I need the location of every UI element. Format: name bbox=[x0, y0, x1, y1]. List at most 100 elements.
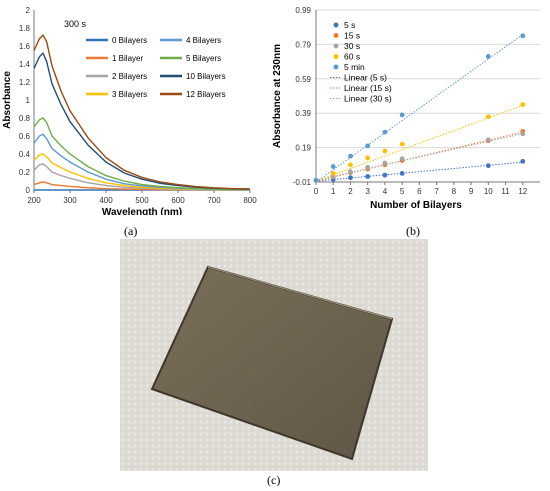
x-tick-label: 8 bbox=[452, 187, 457, 196]
y-tick-label: 0.79 bbox=[295, 40, 311, 49]
y-tick-label: 2 bbox=[26, 6, 31, 15]
data-point bbox=[520, 33, 526, 39]
caption-b: (b) bbox=[406, 224, 420, 238]
y-tick-label: 1.4 bbox=[19, 60, 31, 69]
y-tick-label: -0.01 bbox=[293, 178, 312, 187]
legend-label: 5 min bbox=[344, 62, 365, 72]
x-tick-label: 7 bbox=[434, 187, 439, 196]
data-point bbox=[399, 156, 405, 162]
legend-label: 12 Bilayers bbox=[186, 90, 226, 99]
annotation-300s: 300 s bbox=[64, 19, 87, 29]
data-point bbox=[313, 177, 319, 183]
x-axis-label: Number of Bilayers bbox=[370, 200, 462, 211]
legend-label: 10 Bilayers bbox=[186, 72, 226, 81]
x-axis-label: Wavelength (nm) bbox=[102, 207, 182, 215]
data-point bbox=[399, 141, 405, 147]
bilayer-absorbance-chart: -0.01 0.19 0.39 0.59 0.79 0.99 0 1 2 3 4 5 6 7 8 9 10 11 1… bbox=[268, 0, 550, 215]
data-point bbox=[330, 171, 336, 176]
caption-a: (a) bbox=[124, 224, 138, 238]
trendline bbox=[315, 133, 523, 181]
legend-label: 4 Bilayers bbox=[186, 36, 221, 45]
data-point bbox=[348, 175, 353, 181]
legend-label: 1 Bilayer bbox=[112, 54, 143, 63]
x-tick-label: 600 bbox=[171, 196, 185, 205]
data-point bbox=[399, 112, 405, 118]
x-tick-label: 700 bbox=[207, 196, 221, 205]
legend-label: 30 s bbox=[344, 41, 360, 51]
legend-label: Linear (5 s) bbox=[344, 73, 387, 83]
data-point bbox=[485, 163, 491, 169]
legend-label: 3 Bilayers bbox=[112, 90, 147, 99]
x-tick-label: 10 bbox=[484, 187, 493, 196]
y-tick-label: 1 bbox=[26, 96, 31, 105]
x-tick-label: 12 bbox=[518, 187, 527, 196]
x-tick-label: 2 bbox=[348, 187, 353, 196]
x-tick-label: 1 bbox=[331, 187, 336, 196]
x-tick-label: 500 bbox=[135, 196, 149, 205]
y-tick-label: 0.59 bbox=[295, 75, 311, 84]
data-point bbox=[348, 162, 353, 168]
y-tick-label: 0.6 bbox=[19, 132, 31, 141]
data-point bbox=[485, 54, 491, 59]
legend-label: 5 Bilayers bbox=[186, 54, 221, 63]
data-point bbox=[520, 131, 526, 137]
legend-label: Linear (30 s) bbox=[344, 94, 392, 104]
data-point bbox=[348, 153, 353, 159]
legend-label: 15 s bbox=[344, 31, 360, 41]
data-point bbox=[485, 114, 491, 120]
series-line bbox=[33, 34, 251, 190]
legend-label: 5 s bbox=[344, 20, 355, 30]
y-axis-label: Absorbance at 230nm bbox=[272, 44, 283, 148]
x-tick-label: 0 bbox=[314, 187, 319, 196]
data-point bbox=[348, 169, 353, 175]
x-tick-label: 6 bbox=[417, 187, 422, 196]
legend-marker bbox=[333, 64, 339, 70]
legend-marker bbox=[333, 54, 339, 59]
legend-label: 0 Bilayers bbox=[112, 36, 147, 45]
data-point bbox=[382, 172, 388, 178]
y-tick-label: 0.19 bbox=[295, 144, 311, 153]
data-point bbox=[365, 164, 371, 170]
x-tick-label: 800 bbox=[243, 196, 257, 205]
legend-label: 60 s bbox=[344, 52, 360, 62]
trendline bbox=[315, 161, 523, 182]
y-tick-label: 1.6 bbox=[19, 42, 31, 51]
series-line bbox=[33, 133, 251, 191]
data-point bbox=[365, 174, 371, 179]
y-tick-label: 0 bbox=[26, 186, 31, 195]
y-axis-label: Absorbance bbox=[2, 71, 13, 129]
legend-label: 2 Bilayers bbox=[112, 72, 147, 81]
x-tick-label: 11 bbox=[501, 187, 510, 196]
y-tick-label: 1.8 bbox=[19, 24, 31, 33]
x-tick-label: 200 bbox=[27, 196, 41, 205]
bilayer-svg: -0.010.190.390.590.790.990 1 2 3 4 5 6 7 8 9 10 11 1… bbox=[272, 6, 540, 211]
x-tick-label: 5 bbox=[400, 187, 405, 196]
x-tick-label: 3 bbox=[365, 187, 370, 196]
trendline bbox=[315, 104, 523, 182]
slide-edge-highlight bbox=[207, 266, 393, 320]
legend-marker bbox=[333, 33, 339, 38]
x-tick-label: 9 bbox=[469, 187, 474, 196]
data-point bbox=[382, 148, 388, 154]
y-tick-label: 0.39 bbox=[295, 109, 311, 118]
sample-photo bbox=[120, 239, 428, 471]
x-tick-label: 300 bbox=[63, 196, 77, 205]
data-point bbox=[365, 155, 371, 161]
data-point bbox=[365, 143, 371, 149]
data-point bbox=[330, 174, 336, 180]
data-point bbox=[382, 160, 388, 166]
legend-marker bbox=[333, 22, 339, 28]
y-tick-label: 1.2 bbox=[19, 78, 31, 87]
series-line bbox=[33, 117, 251, 191]
spectra-svg: 0 0.2 0.4 0.6 0.8 1 1.2 1.4 1.6 1.8 2 200 300 400 500 6… bbox=[2, 6, 257, 218]
y-tick-label: 0.8 bbox=[19, 114, 31, 123]
y-tick-label: 0.2 bbox=[19, 168, 31, 177]
data-point bbox=[399, 171, 405, 176]
caption-c: (c) bbox=[267, 473, 281, 487]
sample-photo-svg bbox=[120, 239, 428, 471]
data-point bbox=[485, 137, 491, 143]
legend-label: Linear (15 s) bbox=[344, 83, 392, 93]
legend-marker bbox=[333, 43, 339, 49]
absorbance-spectra-chart: 0 0.2 0.4 0.6 0.8 1 1.2 1.4 1.6 1.8 2 200 300 400 500 6… bbox=[0, 0, 265, 218]
data-point bbox=[330, 164, 336, 169]
